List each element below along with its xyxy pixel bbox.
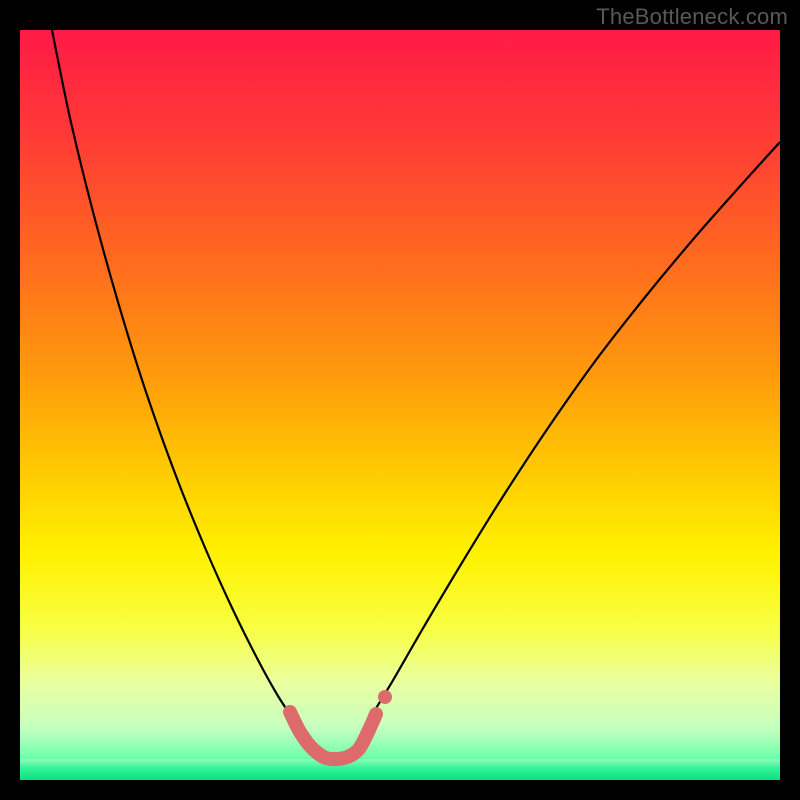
curve-right	[370, 142, 780, 718]
watermark-text: TheBottleneck.com	[596, 4, 788, 30]
chart-root: TheBottleneck.com	[0, 0, 800, 800]
curve-left	[52, 30, 294, 720]
connector-arc	[290, 712, 376, 759]
curves-svg	[0, 0, 800, 800]
connector-end-dot	[378, 690, 392, 704]
